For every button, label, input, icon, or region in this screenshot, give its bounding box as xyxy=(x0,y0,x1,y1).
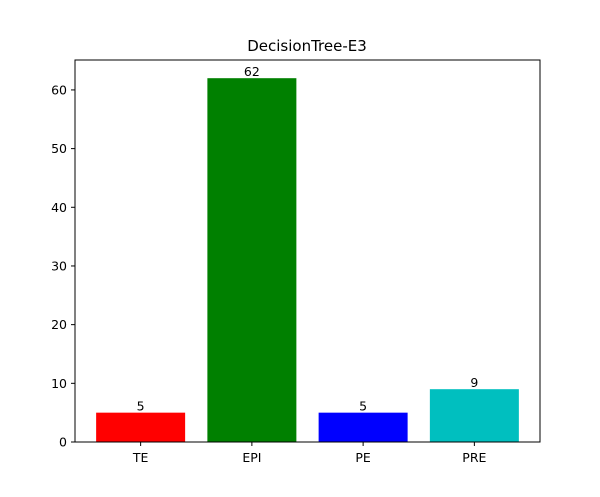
x-tick-label-epi: EPI xyxy=(242,450,261,465)
data-label-pre: 9 xyxy=(470,375,478,390)
y-tick-label: 0 xyxy=(59,435,67,450)
plot-frame xyxy=(74,59,541,443)
y-axis: 0 10 20 30 40 50 60 xyxy=(51,82,75,450)
bar-epi xyxy=(207,78,297,442)
y-tick-label: 10 xyxy=(51,376,67,391)
bar-pe xyxy=(318,412,408,442)
data-label-epi: 62 xyxy=(244,64,260,79)
data-label-te: 5 xyxy=(137,399,145,414)
bar-te xyxy=(96,412,186,442)
x-tick-label-pe: PE xyxy=(355,450,371,465)
chart-title: DecisionTree-E3 xyxy=(247,37,367,55)
x-tick-label-te: TE xyxy=(132,450,149,465)
y-tick-label: 60 xyxy=(51,82,67,97)
bar-pre xyxy=(429,389,519,442)
data-label-pe: 5 xyxy=(359,399,367,414)
y-tick-label: 40 xyxy=(51,200,67,215)
y-tick-label: 30 xyxy=(51,258,67,273)
y-tick-label: 50 xyxy=(51,141,67,156)
x-axis: TE EPI PE PRE xyxy=(132,442,487,465)
bars-group: 5 62 5 9 xyxy=(96,64,519,442)
x-tick-label-pre: PRE xyxy=(462,450,486,465)
y-tick-label: 20 xyxy=(51,317,67,332)
